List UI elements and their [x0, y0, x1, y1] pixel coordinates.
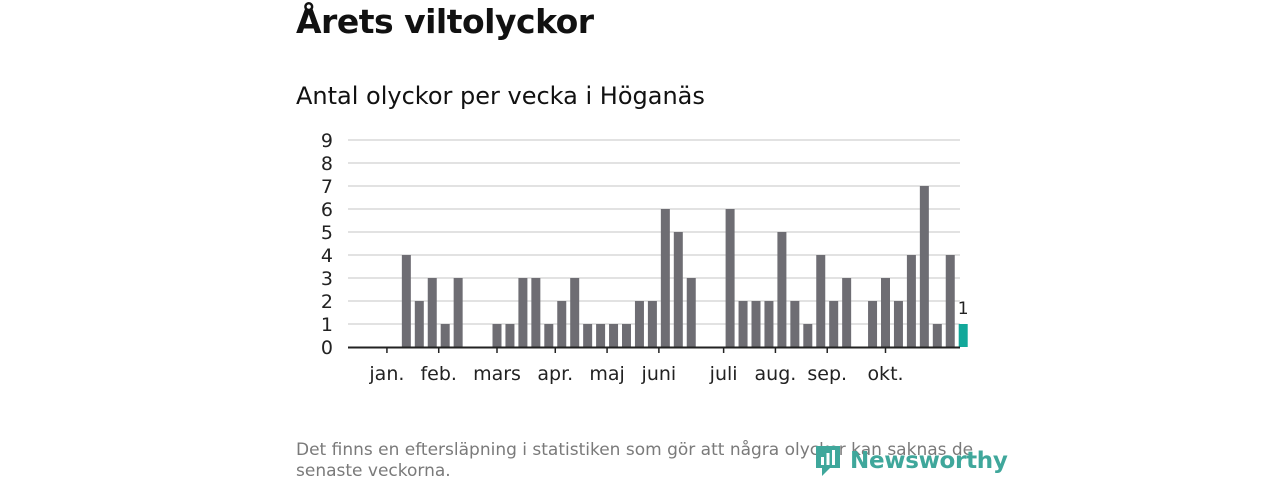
- bar: [816, 255, 826, 347]
- x-month-label: maj: [589, 363, 624, 385]
- bar: [440, 324, 450, 347]
- bar: [544, 324, 554, 347]
- x-month-label: apr.: [537, 363, 573, 385]
- grid-lines: [348, 139, 960, 325]
- bar: [777, 232, 787, 347]
- x-month-label: jan.: [368, 363, 404, 385]
- bar: [919, 186, 929, 347]
- bar: [945, 255, 955, 347]
- x-month-label: juli: [709, 363, 738, 385]
- bar: [647, 301, 657, 347]
- bar: [583, 324, 593, 347]
- x-month-label: sep.: [807, 363, 847, 385]
- bar: [881, 278, 890, 347]
- bar: [906, 255, 916, 347]
- bar: [725, 209, 735, 347]
- y-tick-label: 4: [321, 245, 333, 267]
- y-tick-label: 2: [321, 291, 333, 313]
- newsworthy-logo-icon: [816, 446, 840, 476]
- bar: [427, 278, 437, 347]
- bars: [401, 186, 968, 347]
- x-month-label: okt.: [867, 363, 903, 385]
- bar: [570, 278, 580, 347]
- bar: [790, 301, 800, 347]
- bar: [596, 324, 606, 347]
- y-tick-label: 0: [321, 337, 333, 359]
- y-tick-label: 6: [321, 199, 333, 221]
- bar: [414, 301, 424, 347]
- bar: [453, 278, 463, 347]
- bar: [492, 324, 502, 347]
- y-tick-label: 9: [321, 130, 333, 152]
- bar: [738, 301, 748, 347]
- bar: [622, 324, 631, 347]
- footnote: Det finns en eftersläpning i statistiken…: [296, 440, 974, 481]
- bar: [557, 301, 567, 347]
- bar: [518, 278, 528, 347]
- bar: [751, 301, 761, 347]
- bar: [401, 255, 411, 347]
- last-value-label: 1: [958, 299, 969, 319]
- x-month-label: mars: [473, 363, 521, 385]
- brand-logo: Newsworthy: [814, 444, 1008, 478]
- y-tick-label: 8: [321, 153, 333, 175]
- x-month-label: feb.: [420, 363, 456, 385]
- x-axis-month-labels: jan. feb. mars apr. maj juni juli aug. sep. okt.: [368, 348, 904, 385]
- bar: [893, 301, 903, 347]
- y-tick-label: 5: [321, 222, 333, 244]
- bar: [609, 324, 619, 347]
- bar: [634, 301, 644, 347]
- brand-name: Newsworthy: [850, 448, 1008, 474]
- bar: [868, 301, 878, 347]
- chart-subtitle: Antal olyckor per vecka i Höganäs: [296, 82, 705, 110]
- bar: [673, 232, 683, 347]
- y-tick-label: 1: [321, 314, 333, 336]
- bar: [829, 301, 839, 347]
- bar: [803, 324, 813, 347]
- bar: [660, 209, 670, 347]
- bar: [686, 278, 696, 347]
- bar-latest-week: [958, 324, 968, 347]
- bar: [842, 278, 852, 347]
- bar: [764, 301, 774, 347]
- y-tick-label: 7: [321, 176, 333, 198]
- y-tick-label: 3: [321, 268, 333, 290]
- x-month-label: juni: [641, 363, 677, 385]
- bar: [531, 278, 541, 347]
- bar: [932, 324, 942, 347]
- page-title: Årets viltolyckor: [296, 2, 594, 41]
- x-month-label: aug.: [755, 363, 797, 385]
- bar: [505, 324, 515, 347]
